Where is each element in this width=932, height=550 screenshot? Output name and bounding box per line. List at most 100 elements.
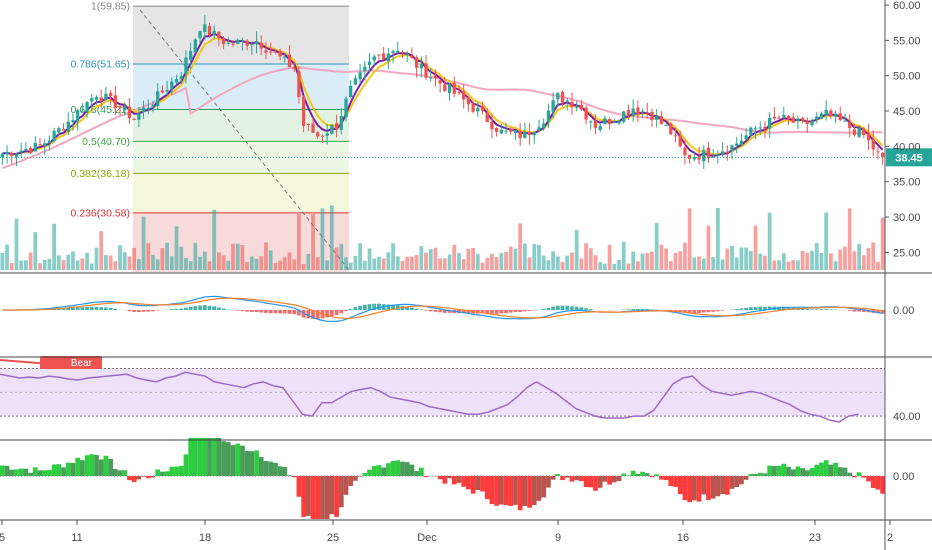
oscillator-bar bbox=[320, 476, 325, 519]
macd-histogram-bar bbox=[518, 310, 523, 312]
oscillator-bar bbox=[626, 475, 631, 476]
volume-bar bbox=[113, 261, 118, 270]
volume-bar bbox=[518, 223, 523, 270]
oscillator-bar bbox=[117, 470, 123, 476]
macd-histogram-bar bbox=[513, 310, 518, 313]
macd-histogram-bar bbox=[650, 309, 654, 310]
macd-histogram-bar bbox=[720, 310, 725, 311]
volume-bar bbox=[339, 243, 344, 270]
rsi-band bbox=[0, 368, 885, 417]
volume-bar bbox=[132, 247, 137, 270]
macd-histogram-bar bbox=[490, 310, 494, 314]
oscillator-bar bbox=[160, 471, 165, 476]
candle-body bbox=[607, 119, 612, 124]
volume-bar bbox=[683, 242, 687, 270]
oscillator-bar bbox=[268, 461, 274, 476]
macd-histogram-bar bbox=[541, 309, 546, 310]
macd-histogram-bar bbox=[329, 310, 334, 317]
candle-body bbox=[800, 118, 805, 121]
oscillator-bar bbox=[235, 443, 241, 476]
candle-body bbox=[231, 43, 235, 45]
candle-body bbox=[250, 44, 254, 46]
candle-body bbox=[758, 127, 762, 129]
candle-body bbox=[480, 106, 485, 111]
volume-bar bbox=[42, 259, 47, 270]
volume-bar bbox=[217, 252, 221, 270]
volume-bar bbox=[362, 260, 367, 270]
macd-histogram-bar bbox=[334, 310, 339, 315]
time-tick-label: 9 bbox=[555, 532, 561, 544]
oscillator-bar bbox=[221, 441, 226, 476]
oscillator-bar bbox=[809, 468, 815, 476]
oscillator-bar bbox=[310, 476, 316, 519]
volume-bar bbox=[857, 244, 861, 270]
candle-body bbox=[848, 122, 852, 128]
oscillator-bar bbox=[197, 438, 203, 476]
candle-body bbox=[433, 75, 438, 79]
volume-bar bbox=[555, 256, 560, 270]
volume-bar bbox=[560, 261, 565, 270]
candle-body bbox=[655, 116, 659, 120]
candle-body bbox=[339, 115, 343, 130]
volume-bar bbox=[706, 225, 711, 270]
candle-body bbox=[452, 83, 456, 94]
candle-body bbox=[546, 110, 551, 122]
macd-histogram-bar bbox=[852, 310, 857, 312]
candle-body bbox=[424, 63, 428, 78]
oscillator-bar bbox=[4, 465, 10, 476]
candle-body bbox=[85, 102, 89, 112]
candle-body bbox=[174, 79, 179, 83]
macd-histogram-bar bbox=[169, 309, 174, 310]
volume-bar bbox=[99, 231, 104, 270]
volume-bar bbox=[391, 243, 395, 270]
candle-body bbox=[278, 50, 282, 57]
oscillator-bar bbox=[574, 476, 580, 481]
macd-line bbox=[2, 295, 883, 323]
volume-bar bbox=[650, 251, 654, 270]
candle-body bbox=[833, 113, 838, 117]
volume-bar bbox=[490, 254, 494, 270]
oscillator-bar bbox=[696, 476, 702, 502]
volume-bar bbox=[419, 246, 424, 270]
candle-body bbox=[829, 110, 833, 117]
volume-bar bbox=[240, 244, 245, 270]
oscillator-bar bbox=[659, 476, 664, 480]
macd-histogram-bar bbox=[259, 310, 264, 313]
candle-body bbox=[622, 111, 626, 122]
oscillator-bar bbox=[861, 476, 867, 478]
oscillator-bar bbox=[677, 476, 683, 495]
volume-bar bbox=[75, 260, 80, 270]
candle-body bbox=[189, 50, 193, 60]
macd-histogram-bar bbox=[753, 306, 758, 310]
candle-body bbox=[66, 121, 70, 132]
oscillator-bar bbox=[852, 476, 857, 478]
oscillator-bar bbox=[169, 466, 175, 476]
macd-histogram-bar bbox=[179, 308, 184, 310]
oscillator-bar bbox=[531, 476, 537, 506]
candle-body bbox=[170, 81, 174, 89]
oscillator-bar bbox=[423, 476, 429, 478]
candle-body bbox=[702, 149, 706, 162]
candle-body bbox=[80, 111, 85, 113]
oscillator-bar bbox=[710, 476, 716, 499]
volume-bar bbox=[631, 251, 636, 270]
volume-bar bbox=[5, 244, 9, 270]
volume-bar bbox=[645, 253, 650, 270]
candle-body bbox=[692, 157, 696, 160]
volume-bar bbox=[146, 243, 151, 270]
macd-histogram-bar bbox=[428, 310, 433, 312]
volume-bar bbox=[165, 242, 169, 270]
macd-histogram-bar bbox=[570, 306, 574, 310]
oscillator-bar bbox=[720, 476, 725, 495]
macd-histogram-bar bbox=[678, 310, 683, 313]
candle-body bbox=[245, 40, 249, 46]
macd-histogram-bar bbox=[687, 310, 692, 314]
oscillator-bar bbox=[65, 462, 71, 476]
volume-bar bbox=[814, 243, 819, 270]
oscillator-bar bbox=[315, 476, 321, 519]
oscillator-bar bbox=[880, 476, 885, 494]
macd-histogram-bar bbox=[584, 308, 588, 310]
volume-bar bbox=[353, 255, 358, 270]
volume-bar bbox=[494, 256, 499, 270]
volume-bar bbox=[329, 205, 334, 270]
